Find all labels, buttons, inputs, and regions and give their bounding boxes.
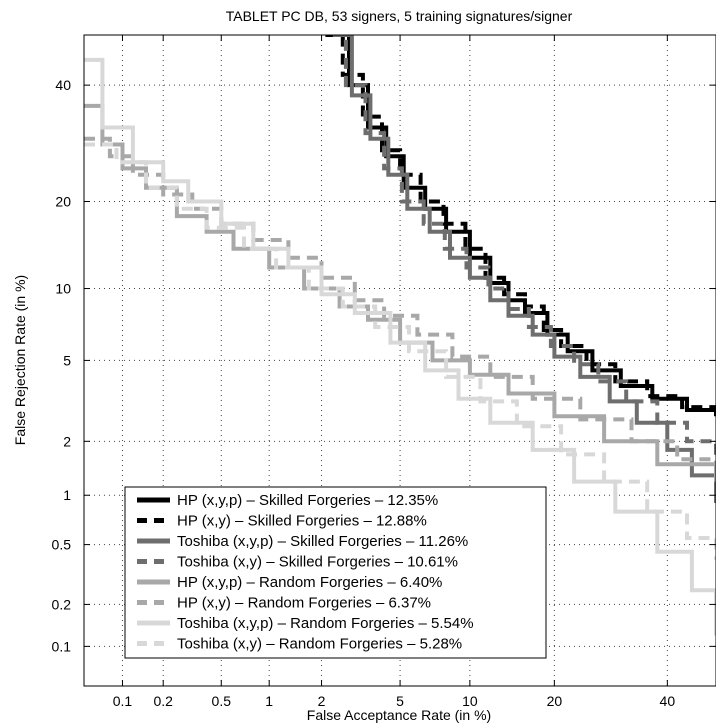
y-tick-label: 20 — [55, 194, 71, 210]
y-tick-label: 0.2 — [52, 596, 72, 612]
x-tick-label: 2 — [318, 693, 326, 709]
legend-label-3: Toshiba (x,y,p) – Skilled Forgeries – 11… — [177, 533, 468, 550]
series-line-7 — [84, 57, 716, 636]
y-tick-label: 0.5 — [52, 537, 72, 553]
x-axis-label: False Acceptance Rate (in %) — [307, 707, 491, 723]
x-tick-label: 0.1 — [113, 693, 133, 709]
x-tick-label: 20 — [547, 693, 563, 709]
legend-box — [124, 486, 547, 659]
y-tick-label: 5 — [63, 352, 71, 368]
chart-title: TABLET PC DB, 53 signers, 5 training sig… — [226, 8, 573, 24]
x-tick-label: 0.2 — [153, 693, 173, 709]
y-tick-label: 1 — [63, 487, 71, 503]
legend-label-5: HP (x,y,p) – Random Forgeries – 6.40% — [177, 574, 442, 591]
legend-label-1: HP (x,y,p) – Skilled Forgeries – 12.35% — [177, 492, 438, 509]
legend: HP (x,y,p) – Skilled Forgeries – 12.35% H… — [124, 486, 547, 659]
x-tick-label: 5 — [396, 693, 404, 709]
series-lines — [84, 35, 716, 636]
y-tick-label: 10 — [55, 281, 71, 297]
y-tick-label: 2 — [63, 433, 71, 449]
series-line-4 — [332, 35, 716, 465]
series-line-1 — [336, 35, 716, 417]
series-line-2 — [325, 35, 716, 414]
y-tick-label: 40 — [55, 77, 71, 93]
x-tick-label: 1 — [265, 693, 273, 709]
legend-label-7: Toshiba (x,y,p) – Random Forgeries – 5.5… — [177, 615, 474, 632]
x-tick-label: 40 — [660, 693, 676, 709]
series-line-5 — [84, 103, 716, 482]
legend-label-4: Toshiba (x,y) – Skilled Forgeries – 10.6… — [177, 554, 458, 571]
x-tick-label: 0.5 — [212, 693, 232, 709]
legend-label-2: HP (x,y) – Skilled Forgeries – 12.88% — [177, 513, 427, 530]
x-tick-label: 10 — [462, 693, 478, 709]
series-line-3 — [339, 35, 716, 503]
legend-label-6: HP (x,y) – Random Forgeries – 6.37% — [177, 595, 431, 612]
series-line-8 — [84, 142, 716, 560]
axes: 0.1 0.2 0.5 1 2 5 10 20 40 0.1 0.2 0.5 1 2 5 10 20 40 — [52, 34, 716, 709]
y-axis-label: False Rejection Rate (in %) — [12, 275, 28, 445]
plot-frame — [83, 34, 716, 687]
y-tick-label: 0.1 — [52, 638, 72, 654]
legend-label-8: Toshiba (x,y) – Random Forgeries – 5.28% — [177, 636, 462, 653]
